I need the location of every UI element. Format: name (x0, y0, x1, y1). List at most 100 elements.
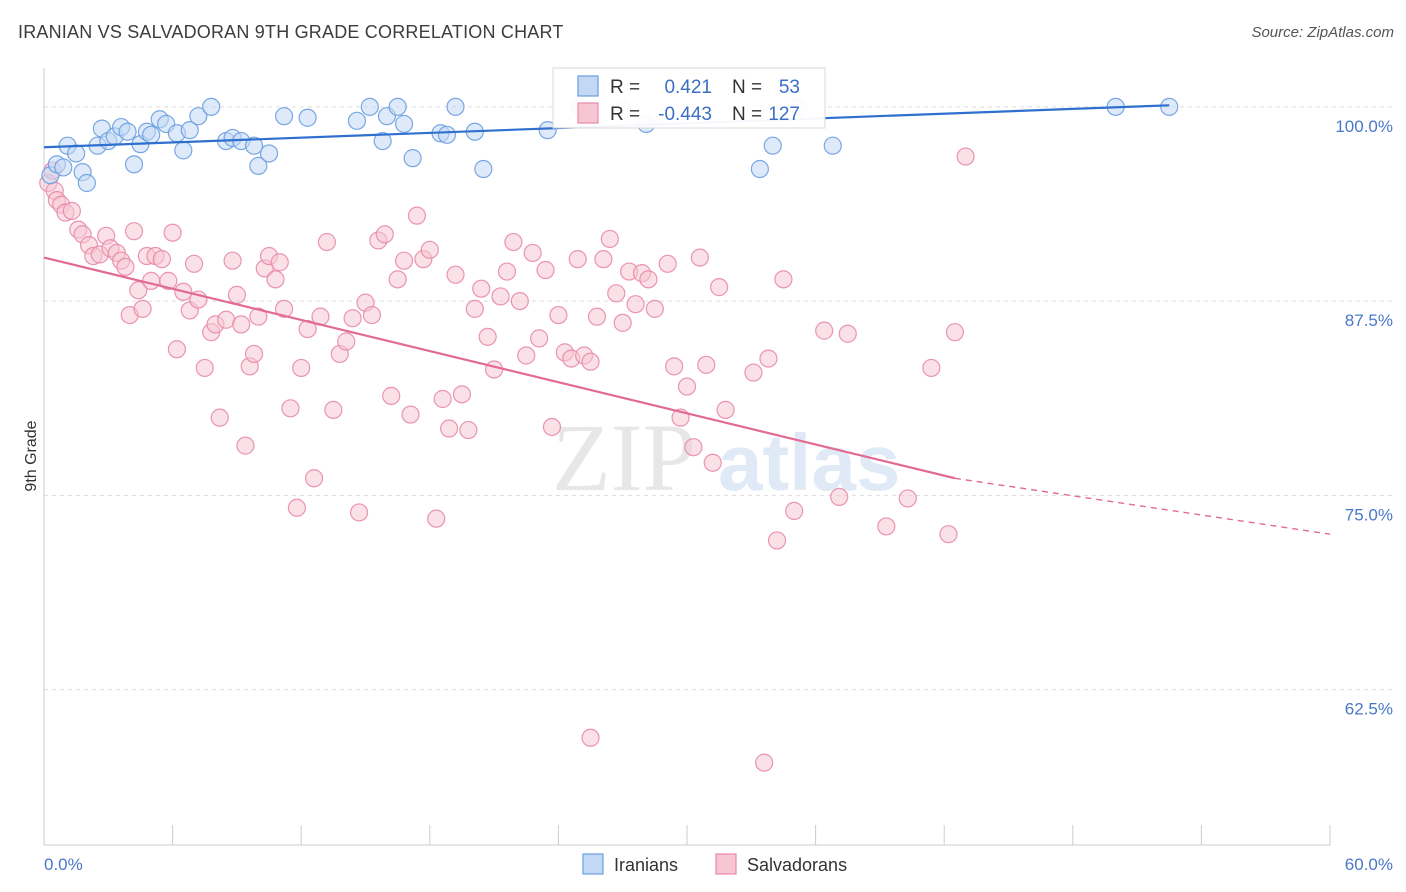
data-point (703, 453, 722, 472)
data-point (536, 260, 555, 280)
data-point (227, 285, 246, 304)
data-point (317, 232, 337, 252)
stats-r-label-iranians: R = (610, 77, 640, 98)
data-point (485, 360, 504, 379)
data-point (388, 270, 407, 289)
trend-line-dashed-salvadorans (954, 477, 1331, 535)
data-point (690, 248, 709, 267)
data-point (465, 299, 484, 318)
data-point (510, 292, 529, 311)
data-point (452, 385, 472, 404)
data-point (684, 438, 703, 457)
chart-title: IRANIAN VS SALVADORAN 9TH GRADE CORRELAT… (18, 22, 564, 42)
data-point (767, 531, 787, 550)
data-point (67, 144, 86, 163)
data-point (343, 309, 362, 328)
data-point (939, 525, 958, 544)
data-point (877, 517, 896, 536)
data-point (542, 417, 562, 437)
data-point (163, 223, 182, 242)
x-tick-labels: 0.0% 60.0% (44, 855, 1393, 874)
trend-line-salvadorans (43, 256, 956, 480)
data-point (581, 352, 600, 371)
data-point (587, 307, 607, 326)
data-point (259, 144, 279, 163)
watermark-zip: ZIP (552, 404, 696, 511)
data-point (223, 251, 242, 270)
watermark-atlas: atlas (718, 418, 900, 507)
data-point (497, 262, 517, 281)
data-point (362, 305, 382, 325)
y-tick-label: 62.5% (1345, 700, 1393, 719)
data-point (180, 121, 199, 140)
source-label: Source: ZipAtlas.com (1251, 24, 1394, 41)
data-point (292, 358, 311, 378)
data-point (274, 107, 294, 126)
bottom-legend: Iranians Salvadorans (582, 853, 847, 875)
data-point (549, 305, 568, 325)
data-point (594, 250, 613, 269)
data-point (407, 206, 427, 225)
data-point (287, 498, 307, 517)
data-point (744, 363, 763, 382)
data-point (538, 121, 557, 140)
data-point (324, 400, 343, 419)
data-point (759, 349, 778, 368)
legend-swatch-iranians (582, 853, 604, 875)
data-point (478, 327, 497, 346)
data-point (210, 408, 229, 427)
data-point (394, 114, 414, 134)
data-point (270, 253, 289, 272)
data-point (244, 344, 264, 364)
data-point (665, 357, 684, 376)
y-tick-label: 87.5% (1345, 311, 1393, 330)
data-point (77, 173, 96, 193)
data-point (750, 159, 769, 179)
data-point (446, 97, 465, 116)
data-point (189, 107, 208, 126)
series-salvadorans (39, 147, 975, 772)
data-point (1160, 97, 1179, 116)
data-point (124, 155, 144, 174)
data-point (244, 136, 264, 155)
data-point (755, 753, 774, 772)
data-point (427, 509, 446, 528)
data-point (388, 97, 407, 116)
legend-swatch-salvadorans (715, 853, 737, 875)
gridlines (44, 106, 1394, 691)
data-point (785, 501, 804, 520)
data-point (195, 358, 214, 378)
y-tick-label: 75.0% (1345, 505, 1393, 524)
data-point (401, 405, 420, 424)
data-point (394, 251, 414, 270)
data-point (232, 315, 251, 334)
data-point (217, 310, 236, 329)
y-axis-title: 9th Grade (23, 420, 40, 491)
y-tick-label: 100.0% (1335, 117, 1393, 136)
data-point (945, 323, 965, 342)
data-point (600, 229, 619, 249)
data-point (202, 97, 221, 116)
data-point (298, 108, 317, 127)
data-point (568, 250, 587, 269)
data-point (133, 299, 152, 318)
data-point (266, 270, 285, 289)
data-point (658, 254, 677, 273)
data-point (439, 419, 459, 438)
data-point (581, 728, 600, 747)
watermark: ZIP atlas (552, 404, 900, 511)
data-point (639, 270, 658, 289)
data-point (184, 254, 204, 273)
data-point (491, 287, 510, 306)
data-point (159, 271, 178, 290)
data-point (774, 270, 793, 289)
data-point (613, 313, 632, 332)
data-point (446, 265, 465, 284)
data-point (360, 97, 379, 116)
data-point (152, 250, 171, 269)
data-point (626, 295, 645, 314)
data-point (472, 279, 491, 298)
data-point (62, 201, 81, 221)
data-point (474, 159, 493, 179)
